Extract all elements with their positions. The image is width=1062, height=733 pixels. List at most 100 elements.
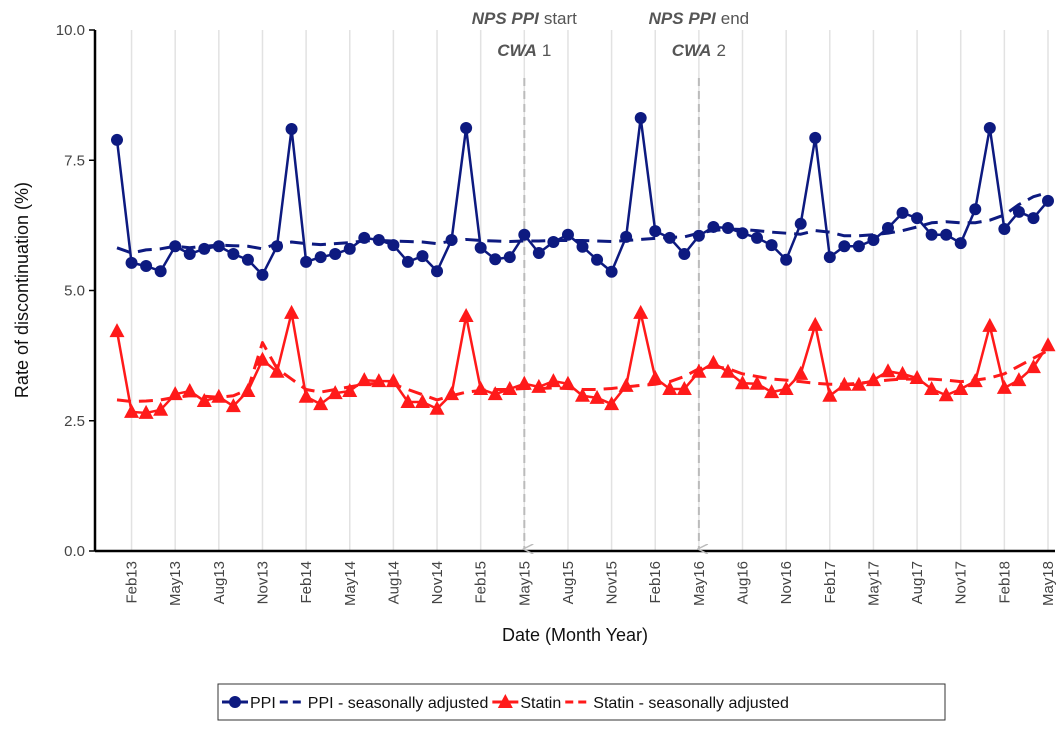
point	[940, 228, 953, 241]
annotation-text: NPS PPI start	[472, 9, 577, 28]
point	[591, 253, 604, 266]
point	[1012, 205, 1025, 218]
point	[329, 248, 342, 261]
point	[502, 380, 518, 395]
point	[285, 122, 298, 135]
point	[241, 253, 254, 266]
point	[474, 241, 487, 254]
point	[227, 248, 240, 261]
x-tick-label: Feb16	[647, 561, 664, 604]
point	[169, 240, 182, 253]
point	[938, 387, 954, 402]
point	[547, 236, 560, 249]
x-tick-label: Feb18	[996, 561, 1013, 604]
y-axis-title: Rate of discontinuation (%)	[12, 182, 32, 398]
x-tick-label: Feb17	[822, 561, 839, 604]
point	[518, 228, 531, 241]
point	[998, 223, 1011, 236]
annotation-plain: 1	[542, 41, 551, 60]
point	[692, 229, 705, 242]
point	[211, 388, 227, 403]
point	[823, 251, 836, 264]
point	[953, 380, 969, 395]
y-tick-label: 7.5	[64, 152, 85, 169]
point	[458, 308, 474, 323]
x-axis-title: Date (Month Year)	[502, 625, 648, 645]
point	[212, 240, 225, 253]
legend-label: PPI	[250, 695, 276, 712]
legend-label: Statin	[520, 695, 561, 712]
point	[880, 363, 896, 378]
point	[925, 228, 938, 241]
legend-marker	[229, 696, 241, 708]
point	[662, 380, 678, 395]
point	[140, 260, 153, 273]
point	[124, 403, 140, 418]
point	[111, 133, 123, 146]
point	[822, 387, 838, 402]
point	[298, 388, 314, 403]
annotation-text: CWA 1	[497, 41, 551, 60]
point	[503, 251, 516, 264]
point	[576, 240, 589, 253]
point	[414, 393, 430, 408]
point	[634, 112, 647, 125]
point	[649, 225, 662, 238]
point	[982, 317, 998, 332]
point	[851, 376, 867, 391]
point	[924, 380, 940, 395]
point	[109, 323, 125, 338]
point	[838, 240, 851, 253]
x-tick-label: Aug15	[560, 561, 577, 604]
x-tick-label: May15	[516, 561, 533, 606]
point	[401, 255, 414, 268]
point	[138, 404, 154, 419]
y-tick-label: 10.0	[56, 22, 85, 39]
x-tick-label: Nov15	[604, 561, 621, 604]
point	[575, 387, 590, 402]
point	[516, 375, 532, 390]
legend-label: Statin - seasonally adjusted	[593, 695, 789, 712]
point	[794, 217, 807, 230]
point	[400, 393, 416, 408]
point	[343, 242, 356, 255]
point	[561, 228, 574, 241]
x-tick-label: Nov17	[953, 561, 970, 604]
x-tick-label: Nov13	[254, 561, 271, 604]
x-tick-label: Nov14	[429, 561, 446, 604]
y-tick-label: 0.0	[64, 543, 85, 560]
point	[896, 206, 909, 219]
point	[809, 131, 822, 144]
point	[314, 251, 327, 264]
point	[269, 363, 285, 378]
point	[881, 221, 894, 234]
point	[749, 375, 765, 390]
point	[254, 351, 270, 366]
point	[313, 396, 329, 411]
point	[416, 250, 429, 263]
point	[895, 365, 911, 380]
x-tick-label: May18	[1040, 561, 1057, 606]
point	[444, 386, 460, 401]
point	[125, 256, 138, 269]
point	[154, 265, 167, 278]
annotation-text: CWA 2	[672, 41, 726, 60]
annotation-italic: NPS PPI	[649, 9, 717, 28]
point	[633, 304, 649, 319]
point	[473, 380, 489, 395]
point	[735, 375, 751, 390]
point	[225, 398, 241, 413]
point	[1025, 359, 1041, 374]
point	[867, 233, 880, 246]
point	[284, 304, 300, 319]
point	[589, 389, 605, 404]
point	[865, 372, 881, 387]
point	[182, 383, 198, 398]
point	[1011, 372, 1027, 387]
point	[342, 383, 358, 398]
point	[911, 212, 924, 225]
point	[153, 401, 169, 416]
annotation-plain: 2	[716, 41, 725, 60]
point	[489, 253, 502, 266]
point	[807, 316, 823, 331]
